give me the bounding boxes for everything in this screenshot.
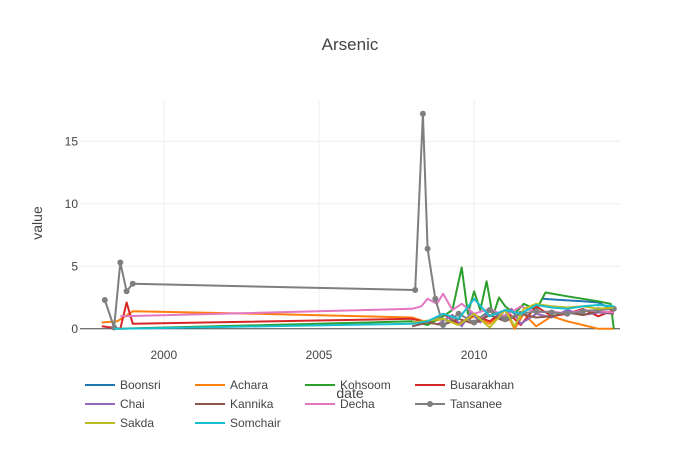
legend-item-somchair[interactable]: Somchair — [195, 416, 281, 430]
grid — [80, 100, 620, 330]
legend-item-busarakhan[interactable]: Busarakhan — [415, 378, 514, 392]
chart-title: Arsenic — [322, 35, 379, 54]
legend-item-kohsoom[interactable]: Kohsoom — [305, 378, 391, 392]
data-point-tansanee — [440, 322, 447, 328]
data-point-tansanee — [101, 297, 108, 303]
data-point-tansanee — [117, 259, 124, 266]
y-tick-label: 0 — [71, 322, 78, 336]
legend-label: Tansanee — [450, 397, 502, 411]
legend-label: Kohsoom — [340, 378, 391, 392]
data-point-tansanee — [424, 245, 431, 252]
legend-item-boonsri[interactable]: Boonsri — [85, 378, 161, 392]
legend-label: Busarakhan — [450, 378, 514, 392]
data-point-tansanee — [533, 308, 540, 315]
data-point-tansanee — [412, 287, 419, 293]
legend-label: Achara — [230, 378, 268, 392]
legend-label: Sakda — [120, 416, 154, 430]
data-point-tansanee — [548, 309, 555, 316]
y-tick-label: 10 — [65, 197, 79, 211]
legend-item-kannika[interactable]: Kannika — [195, 397, 274, 411]
legend-label: Boonsri — [120, 378, 161, 392]
legend: Boonsri Achara Kohsoom Busarakhan Chai Kannik… — [85, 378, 514, 430]
data-point-tansanee — [471, 319, 478, 326]
data-point-tansanee — [432, 295, 439, 302]
plot-area — [101, 110, 617, 331]
y-tick-label: 5 — [71, 259, 78, 273]
data-point-tansanee — [123, 288, 130, 295]
data-point-tansanee — [419, 110, 426, 117]
series-line-achara — [101, 309, 614, 330]
x-tick-label: 2010 — [461, 348, 488, 362]
legend-item-achara[interactable]: Achara — [195, 378, 268, 392]
legend-item-tansanee[interactable]: Tansanee — [415, 397, 502, 411]
y-tick-label: 15 — [65, 134, 79, 148]
data-point-tansanee — [486, 307, 493, 313]
axes: 2000 2005 2010 0 5 10 15 — [65, 134, 620, 362]
data-point-tansanee — [564, 310, 571, 317]
data-point-tansanee — [129, 280, 136, 287]
x-axis-title: date — [336, 385, 363, 401]
legend-item-chai[interactable]: Chai — [85, 397, 145, 411]
x-tick-label: 2000 — [150, 348, 177, 362]
y-axis-title: value — [29, 206, 45, 240]
x-tick-label: 2005 — [306, 348, 333, 362]
legend-item-decha[interactable]: Decha — [305, 397, 375, 411]
data-point-tansanee — [579, 308, 586, 315]
data-point-tansanee — [502, 315, 509, 322]
legend-item-sakda[interactable]: Sakda — [85, 416, 154, 430]
series-line-tansanee — [103, 112, 614, 329]
series-line-somchair — [114, 297, 614, 330]
legend-label: Decha — [340, 397, 375, 411]
legend-label: Kannika — [230, 397, 274, 411]
legend-label: Chai — [120, 397, 145, 411]
legend-marker — [427, 401, 433, 407]
legend-label: Somchair — [230, 416, 281, 430]
